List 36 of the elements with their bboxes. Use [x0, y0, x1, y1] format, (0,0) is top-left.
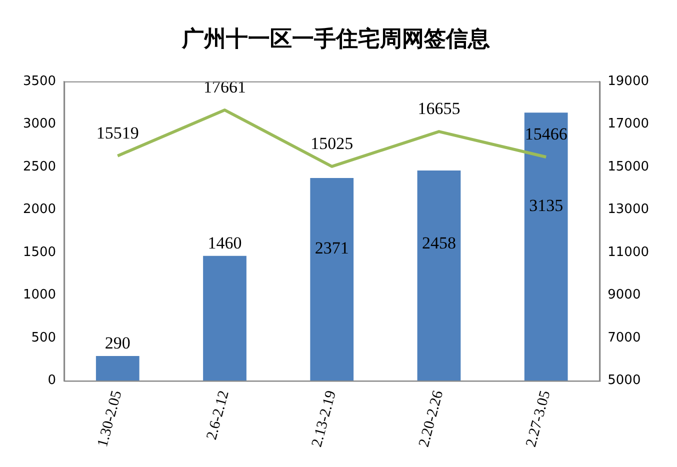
x-tick-label: 2.20-2.26 [416, 388, 447, 449]
x-tick-label: 2.27-3.05 [523, 389, 554, 449]
chart-title: 广州十一区一手住宅周网签信息 [181, 26, 490, 52]
data-label: 3135 [529, 196, 564, 215]
y-tick-label: 3500 [22, 74, 56, 89]
data-label: 2458 [422, 234, 456, 253]
x-tick-label: 2.13-2.19 [309, 389, 340, 449]
y-tick-label: 500 [31, 330, 56, 346]
bar [96, 356, 140, 381]
y2-tick-label: 19000 [608, 74, 650, 89]
y-tick-label: 3000 [22, 116, 56, 132]
bar [524, 112, 568, 381]
bar [203, 256, 246, 381]
data-label: 15025 [310, 134, 354, 153]
x-tick-label: 2.6-2.12 [204, 389, 232, 442]
y2-tick-label: 13000 [608, 202, 650, 218]
y-tick-label: 1500 [22, 244, 56, 260]
y2-tick-label: 11000 [608, 244, 650, 260]
data-label: 2371 [314, 238, 349, 258]
data-label: 290 [104, 333, 130, 352]
x-tick-label: 1.30-2.05 [94, 389, 126, 449]
data-label: 16655 [418, 99, 460, 118]
data-label: 1460 [208, 233, 242, 252]
y2-tick-label: 5000 [608, 373, 641, 388]
bar [417, 170, 461, 381]
bar [310, 178, 354, 381]
data-label: 15519 [96, 123, 139, 142]
y2-tick-label: 7000 [608, 330, 641, 346]
data-label: 15466 [524, 124, 568, 144]
y-tick-label: 1000 [22, 288, 56, 303]
y2-tick-label: 15000 [608, 159, 650, 174]
y2-tick-label: 17000 [608, 116, 650, 132]
y-tick-label: 2500 [22, 159, 56, 174]
y-tick-label: 0 [48, 373, 56, 388]
y2-tick-label: 9000 [608, 288, 641, 303]
y-tick-label: 2000 [22, 202, 56, 218]
